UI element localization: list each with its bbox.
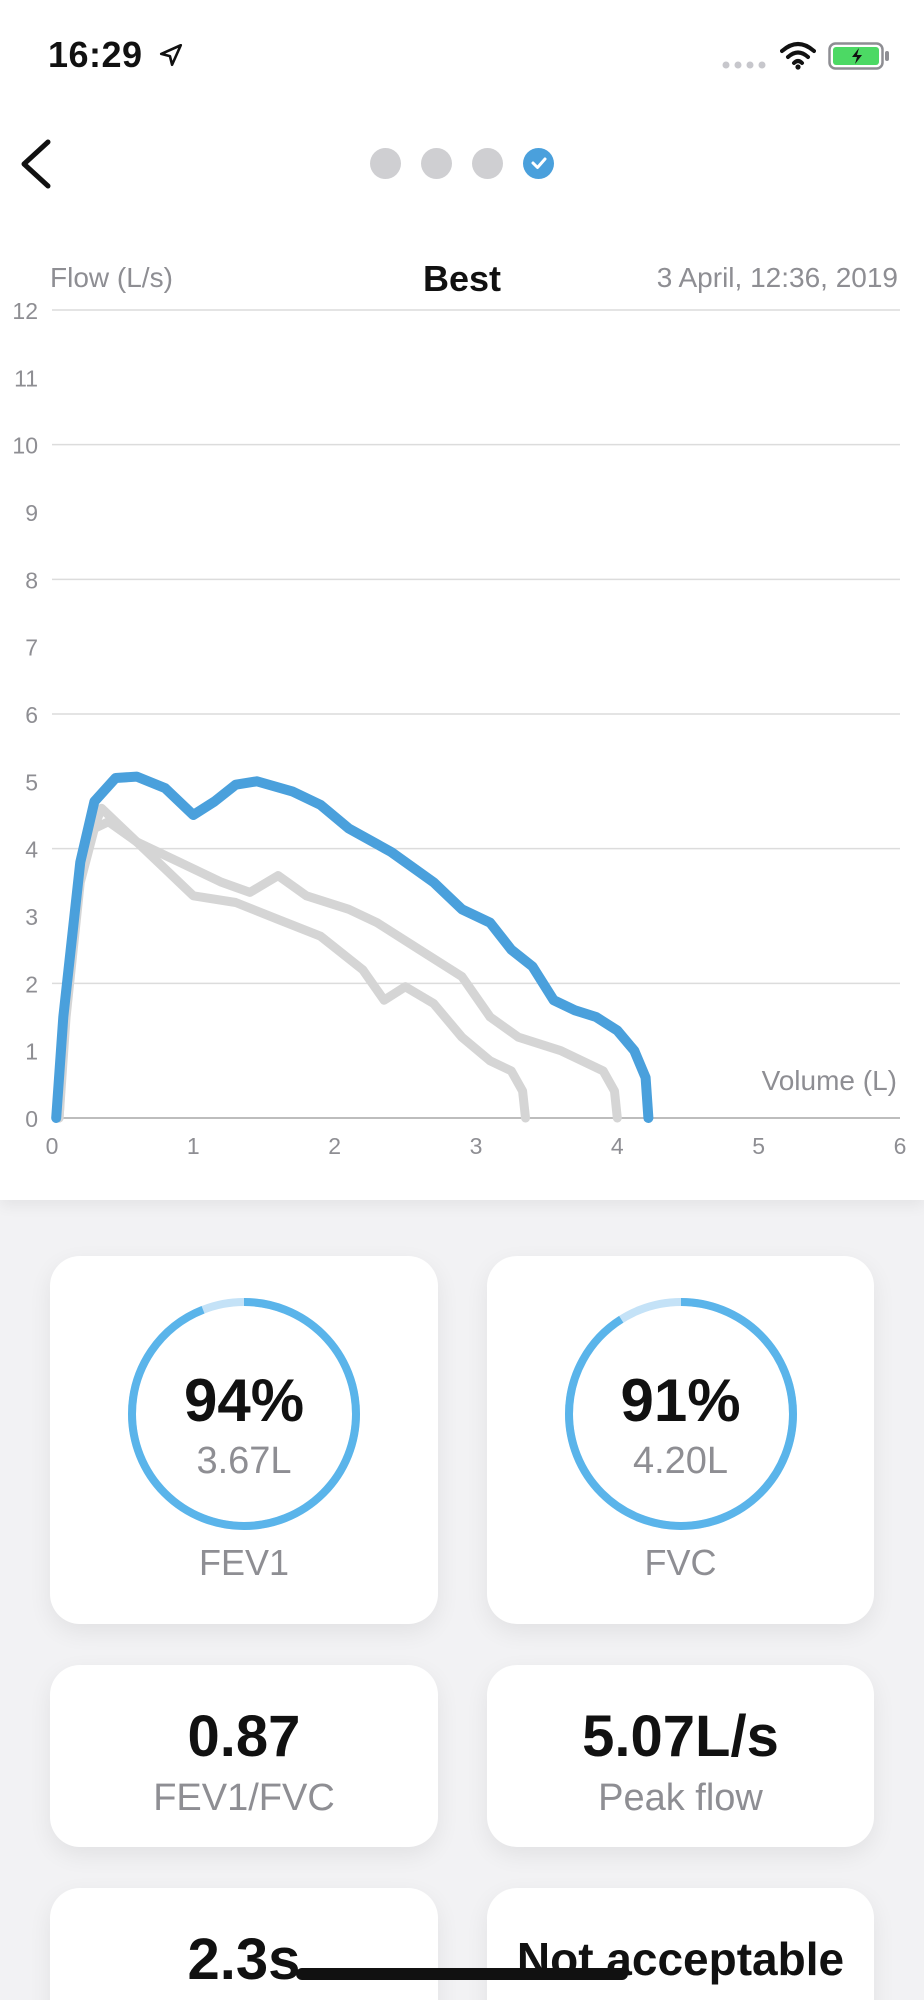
- x-tick-label: 2: [328, 1133, 341, 1159]
- fev1-percent: 94%: [183, 1367, 305, 1434]
- step-dot-4-complete[interactable]: [523, 147, 554, 179]
- step-indicator: [370, 146, 554, 180]
- y-tick-label: 10: [12, 433, 38, 459]
- chart-x-axis-label: Volume (L): [762, 1065, 897, 1096]
- fev1-label: FEV1: [198, 1542, 290, 1583]
- fvc-label: FVC: [644, 1542, 717, 1583]
- x-tick-label: 6: [894, 1133, 907, 1159]
- ratio-value: 0.87: [187, 1704, 301, 1769]
- y-tick-label: 9: [25, 500, 38, 526]
- y-tick-label: 4: [25, 837, 38, 863]
- y-tick-label: 7: [25, 635, 38, 661]
- fev1-value: 3.67L: [196, 1440, 292, 1482]
- status-time: 16:29: [48, 34, 143, 75]
- fvc-ring: 91% 4.20L: [561, 1294, 801, 1534]
- y-tick-label: 1: [25, 1039, 38, 1065]
- time-value: 2.3s: [187, 1927, 301, 1992]
- quality-card[interactable]: Not acceptable: [487, 1888, 874, 2000]
- fev1-progress-ring: [128, 1298, 360, 1530]
- y-tick-label: 8: [25, 567, 38, 593]
- x-tick-label: 0: [46, 1133, 59, 1159]
- y-tick-label: 12: [12, 298, 38, 324]
- home-indicator: [296, 1968, 628, 1980]
- chart-panel: 16:29: [0, 0, 924, 1200]
- cellular-signal-icon: [722, 61, 766, 69]
- peak-flow-label: Peak flow: [598, 1777, 763, 1819]
- fvc-percent: 91%: [620, 1367, 741, 1434]
- other-attempt-curve-2: [54, 803, 530, 1123]
- y-tick-label: 5: [25, 769, 38, 795]
- fev1-ring: 94% 3.67L: [124, 1294, 364, 1534]
- time-card[interactable]: 2.3s: [50, 1888, 438, 2000]
- peak-flow-value: 5.07L/s: [582, 1704, 779, 1769]
- x-tick-label: 5: [752, 1133, 765, 1159]
- fev1-fvc-ratio-card[interactable]: 0.87 FEV1/FVC: [50, 1665, 438, 1847]
- chart-grid: [52, 309, 900, 1119]
- y-tick-label: 0: [25, 1106, 38, 1132]
- y-tick-label: 2: [25, 971, 38, 997]
- peak-flow-card[interactable]: 5.07L/s Peak flow: [487, 1665, 874, 1847]
- chart-title: Best: [422, 258, 502, 299]
- y-tick-label: 6: [25, 702, 38, 728]
- ratio-label: FEV1/FVC: [153, 1777, 335, 1819]
- y-tick-label: 11: [14, 365, 38, 391]
- back-button[interactable]: [12, 136, 62, 192]
- wifi-icon: [780, 42, 816, 70]
- fvc-progress-ring: [564, 1298, 797, 1530]
- y-tick-label: 3: [25, 904, 38, 930]
- x-tick-label: 4: [611, 1133, 624, 1159]
- chart-date: 3 April, 12:36, 2019: [656, 262, 898, 293]
- best-attempt-curve: [51, 771, 654, 1123]
- x-tick-label: 1: [187, 1133, 200, 1159]
- fvc-value: 4.20L: [632, 1440, 729, 1482]
- step-dot-1[interactable]: [370, 147, 401, 179]
- location-arrow-icon: [159, 43, 183, 67]
- battery-charging-icon: [828, 42, 889, 70]
- chart-series: [51, 771, 654, 1123]
- chart-y-axis-label: Flow (L/s): [50, 262, 173, 293]
- step-dot-3[interactable]: [472, 147, 503, 179]
- chart-x-ticks: 0 1 2 3 4 5 6: [46, 1133, 907, 1159]
- fvc-card[interactable]: 91% 4.20L FVC: [487, 1256, 874, 1624]
- step-dot-2[interactable]: [421, 147, 452, 179]
- x-tick-label: 3: [470, 1133, 483, 1159]
- fev1-card[interactable]: 94% 3.67L FEV1: [50, 1256, 438, 1624]
- checkmark-icon: [531, 157, 546, 169]
